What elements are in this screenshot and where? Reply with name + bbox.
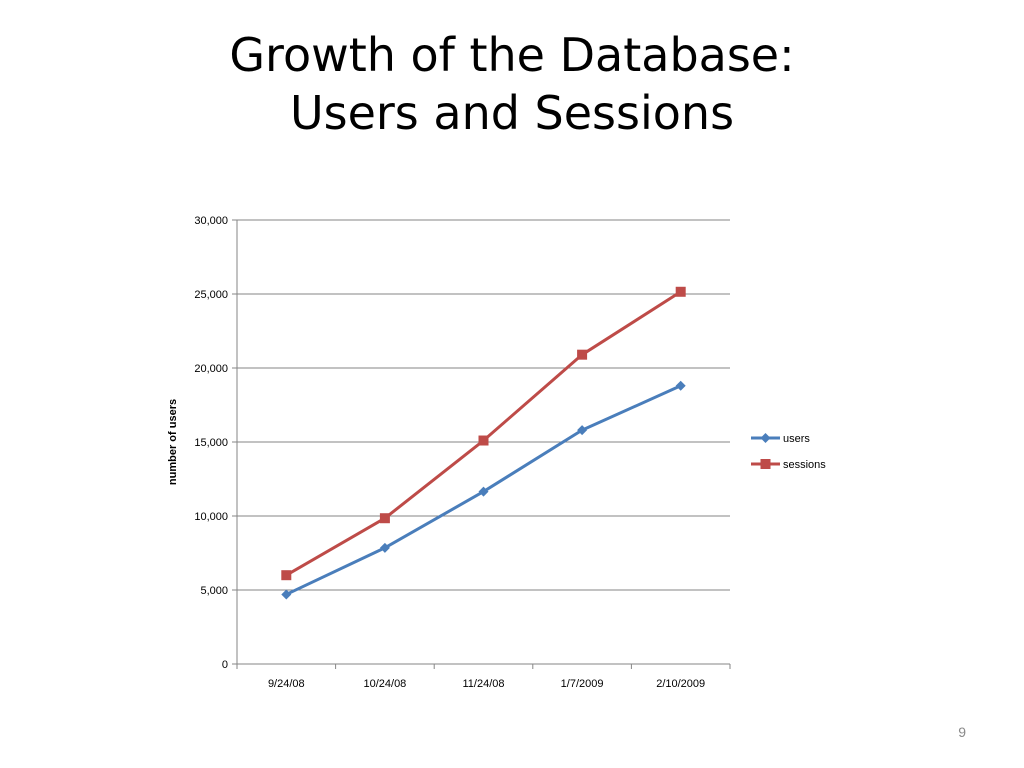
y-tick-label: 20,000 — [194, 363, 228, 375]
data-point-users — [675, 380, 686, 391]
legend-marker-sessions — [760, 459, 771, 469]
data-point-sessions — [478, 435, 489, 446]
x-tick-label: 1/7/2009 — [561, 678, 604, 690]
data-point-users — [281, 589, 292, 600]
y-axis-title: number of users — [167, 399, 179, 485]
x-tick-label: 11/24/08 — [462, 678, 504, 690]
legend-label-sessions: sessions — [783, 459, 826, 471]
x-tick-label: 9/24/08 — [268, 678, 305, 690]
data-point-sessions — [379, 513, 390, 524]
series-line-sessions — [285, 290, 682, 577]
y-tick-label: 30,000 — [194, 215, 228, 227]
slide-title-line-2: Users and Sessions — [289, 86, 735, 140]
data-point-users — [478, 486, 489, 497]
data-point-users — [577, 425, 588, 436]
data-point-sessions — [281, 570, 292, 581]
y-tick-label: 15,000 — [194, 437, 228, 449]
y-tick-label: 0 — [222, 659, 228, 671]
data-point-users — [379, 542, 390, 553]
slide-title: Growth of the Database: Users and Sessio… — [0, 26, 1024, 142]
data-point-sessions — [675, 286, 686, 297]
legend-marker-users — [760, 433, 771, 443]
data-point-sessions — [577, 349, 588, 360]
y-tick-label: 5,000 — [200, 585, 228, 597]
y-tick-label: 25,000 — [194, 289, 228, 301]
x-tick-label: 2/10/2009 — [656, 678, 705, 690]
legend-label-users: users — [783, 433, 810, 445]
slide-title-line-1: Growth of the Database: — [229, 28, 795, 82]
x-tick-label: 10/24/08 — [363, 678, 406, 690]
slide-number: 9 — [958, 724, 966, 740]
y-tick-label: 10,000 — [194, 511, 228, 523]
